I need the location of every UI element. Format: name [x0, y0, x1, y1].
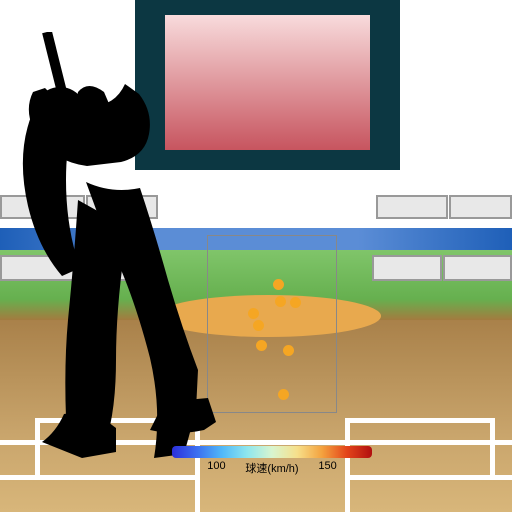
pitch-marker: [248, 308, 259, 319]
speed-colorbar: 100150 球速(km/h): [165, 446, 379, 492]
batter-silhouette: [0, 32, 230, 462]
pitch-marker: [275, 296, 286, 307]
pitch-marker: [278, 389, 289, 400]
pitch-marker: [290, 297, 301, 308]
pitch-chart-canvas: 100150 球速(km/h): [0, 0, 512, 512]
pitch-marker: [273, 279, 284, 290]
pitch-marker: [253, 320, 264, 331]
pitch-marker: [283, 345, 294, 356]
pitch-marker: [256, 340, 267, 351]
colorbar-gradient: [172, 446, 372, 458]
colorbar-label: 球速(km/h): [165, 460, 379, 476]
